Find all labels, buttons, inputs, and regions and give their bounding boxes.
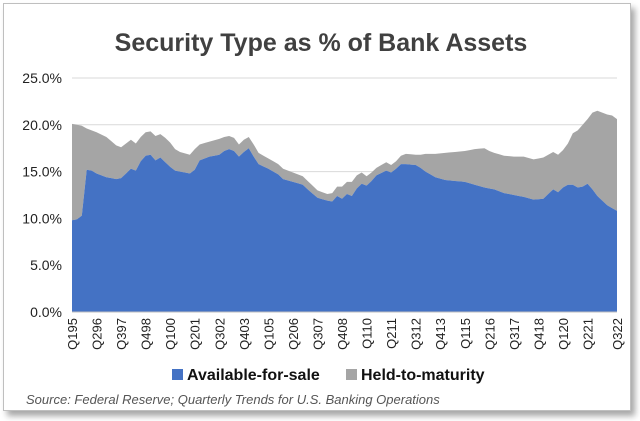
x-tick-label: Q418 <box>531 318 546 350</box>
x-tick-label: Q397 <box>114 318 129 350</box>
x-tick-label: Q110 <box>360 318 375 349</box>
x-tick-label: Q201 <box>188 318 203 350</box>
legend-label-held-to-maturity: Held-to-maturity <box>361 367 485 384</box>
x-tick-label: Q307 <box>310 318 325 350</box>
series-area-held-to-maturity <box>72 110 617 221</box>
y-tick-label: 15.0% <box>22 164 62 180</box>
x-axis: Q195 Q296 Q397 Q498 Q100 Q201 Q302 Q403 Q105 Q206… <box>65 318 625 350</box>
x-tick-label: Q221 <box>581 318 596 350</box>
x-tick-label: Q120 <box>556 318 571 350</box>
legend-swatch-available-for-sale <box>172 369 183 380</box>
x-tick-label: Q408 <box>335 318 350 350</box>
legend-swatch-held-to-maturity <box>346 369 357 380</box>
x-tick-label: Q105 <box>261 318 276 350</box>
x-tick-label: Q211 <box>384 318 399 349</box>
x-tick-label: Q403 <box>237 318 252 350</box>
y-tick-label: 10.0% <box>22 210 62 226</box>
x-tick-label: Q206 <box>286 318 301 350</box>
x-tick-label: Q302 <box>212 318 227 350</box>
x-tick-label: Q312 <box>409 318 424 350</box>
x-tick-label: Q296 <box>90 318 105 350</box>
x-tick-label: Q322 <box>610 318 625 350</box>
x-tick-label: Q195 <box>65 318 80 350</box>
x-tick-label: Q100 <box>163 318 178 350</box>
legend: Available-for-sale Held-to-maturity <box>172 367 485 384</box>
x-tick-label: Q317 <box>507 318 522 350</box>
x-tick-label: Q413 <box>433 318 448 350</box>
chart-title: Security Type as % of Bank Assets <box>115 29 528 57</box>
y-tick-label: 0.0% <box>30 304 62 320</box>
y-tick-label: 25.0% <box>22 70 62 86</box>
x-tick-label: Q216 <box>482 318 497 350</box>
plot-area <box>72 110 617 312</box>
chart-source: Source: Federal Reserve; Quarterly Trend… <box>26 392 440 407</box>
y-tick-label: 20.0% <box>22 117 62 133</box>
x-tick-label: Q498 <box>139 318 154 350</box>
x-tick-label: Q115 <box>458 318 473 349</box>
y-axis: 0.0% 5.0% 10.0% 15.0% 20.0% 25.0% <box>22 70 62 320</box>
y-tick-label: 5.0% <box>30 257 62 273</box>
series-area-available-for-sale <box>72 148 617 312</box>
legend-label-available-for-sale: Available-for-sale <box>187 367 320 384</box>
